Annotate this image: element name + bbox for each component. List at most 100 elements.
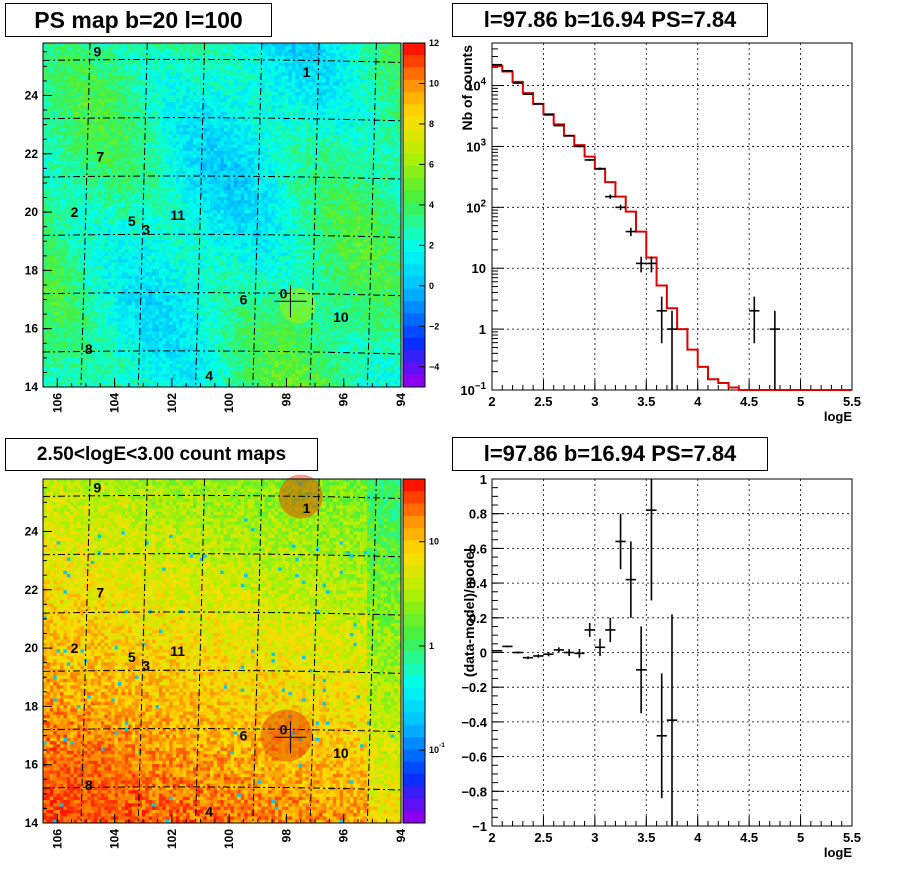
y-tick-label: 10 — [472, 261, 486, 276]
data-point — [554, 647, 564, 652]
colorbar-swatch — [403, 479, 425, 492]
source-label: 2 — [71, 640, 79, 656]
colorbar-swatch — [403, 737, 425, 750]
data-point — [513, 651, 523, 653]
y-tick-label: 24 — [25, 88, 39, 102]
colorbar-swatch — [403, 590, 425, 603]
colorbar-swatch — [403, 276, 425, 289]
colorbar-swatch — [403, 676, 425, 689]
data-point — [646, 479, 656, 600]
x-axis-label: logE — [824, 409, 852, 424]
colorbar-swatch — [403, 166, 425, 179]
data-point — [502, 646, 512, 648]
x-tick-label: 3 — [591, 830, 598, 845]
colorbar-swatch — [403, 141, 425, 154]
y-tick-label: 14 — [25, 816, 39, 830]
x-tick-label: 3.5 — [637, 830, 655, 845]
colorbar-swatch — [403, 565, 425, 578]
residual-plot: 2 2.5 3 3.5 4 4.5 5 5.510.80.60.40.20−0.2−0.4−0… — [461, 472, 861, 860]
x-tick-label: 4.5 — [740, 394, 758, 409]
source-label: 7 — [96, 585, 104, 601]
colorbar-swatch — [403, 798, 425, 811]
data-point — [770, 311, 780, 390]
colorbar-swatch — [403, 104, 425, 117]
data-point — [595, 639, 605, 656]
x-tick-label: 106 — [50, 393, 64, 413]
map-pixels — [43, 43, 401, 387]
y-tick-label: 24 — [25, 524, 39, 538]
colorbar-swatch — [403, 811, 425, 824]
colorbar-swatch — [403, 190, 425, 203]
y-tick-label: 18 — [25, 699, 39, 713]
colorbar-swatch — [403, 80, 425, 93]
source-label: 0 — [280, 722, 288, 738]
source-label: 7 — [96, 149, 104, 165]
source-label: 3 — [142, 658, 150, 674]
colorbar-swatch — [403, 749, 425, 762]
x-tick-label: 100 — [222, 829, 236, 849]
source-label: 4 — [205, 367, 213, 383]
source-label: 1 — [303, 500, 311, 516]
colorbar-swatch — [403, 178, 425, 191]
x-tick-label: 5 — [797, 394, 804, 409]
data-point — [657, 297, 667, 344]
colorbar-swatch — [403, 639, 425, 652]
source-label: 0 — [280, 286, 288, 302]
colorbar-swatch — [403, 786, 425, 799]
colorbar-swatch — [403, 712, 425, 725]
colorbar-tick-label: 12 — [429, 38, 439, 48]
data-point — [605, 195, 615, 199]
colorbar-tick-label: 10 — [429, 78, 439, 88]
map2-title: 2.50<logE<3.00 count maps — [5, 438, 318, 471]
x-tick-label: 94 — [394, 393, 408, 407]
colorbar-swatch — [403, 725, 425, 738]
y-tick-label: 16 — [25, 322, 39, 336]
x-tick-label: 98 — [279, 829, 293, 843]
colorbar-tick-label: 1 — [429, 641, 434, 651]
y-tick-label: 20 — [25, 205, 39, 219]
source-label: 9 — [94, 480, 102, 496]
data-point — [749, 297, 759, 344]
data-point — [513, 83, 523, 84]
colorbar-swatch — [403, 350, 425, 363]
colorbar-swatch — [403, 55, 425, 68]
colorbar-swatch — [403, 614, 425, 627]
source-label: 2 — [71, 204, 79, 220]
source-label: 9 — [94, 44, 102, 60]
y-tick-label: 10−1 — [460, 381, 486, 398]
y-tick-label: −1 — [472, 819, 487, 834]
data-point — [523, 94, 533, 95]
x-tick-label: 106 — [50, 829, 64, 849]
data-point — [626, 541, 636, 617]
source-label: 8 — [85, 777, 93, 793]
y-tick-label: 0.8 — [469, 507, 487, 522]
data-point — [543, 114, 553, 115]
data-point — [574, 146, 584, 148]
data-point — [626, 228, 636, 236]
colorbar-tick-label: 4 — [429, 200, 434, 210]
data-point — [492, 650, 502, 651]
spectrum-title: l=97.86 b=16.94 PS=7.84 — [452, 3, 768, 37]
data-point — [533, 104, 543, 105]
colorbar-swatch — [403, 504, 425, 517]
colorbar-swatch — [403, 577, 425, 590]
data-point — [636, 626, 646, 713]
source-label: 5 — [128, 213, 136, 229]
colorbar-tick-label: 0 — [429, 281, 434, 291]
data-point — [605, 618, 615, 642]
colorbar-swatch — [403, 602, 425, 615]
colorbar-swatch — [403, 626, 425, 639]
y-tick-label: −0.4 — [461, 715, 487, 730]
x-tick-label: 5 — [797, 830, 804, 845]
colorbar-swatch — [403, 700, 425, 713]
colorbar-swatch — [403, 68, 425, 81]
data-point — [657, 673, 667, 798]
colorbar-swatch — [403, 491, 425, 504]
figure-canvas: 106 104 102 100 98 96 9414161820222491725 11306… — [0, 0, 898, 871]
x-tick-label: 96 — [337, 829, 351, 843]
colorbar-swatch — [403, 129, 425, 142]
source-label: 10 — [333, 745, 349, 761]
colorbar-tick-label: −4 — [429, 362, 439, 372]
colorbar-swatch — [403, 528, 425, 541]
data-point — [564, 649, 574, 656]
